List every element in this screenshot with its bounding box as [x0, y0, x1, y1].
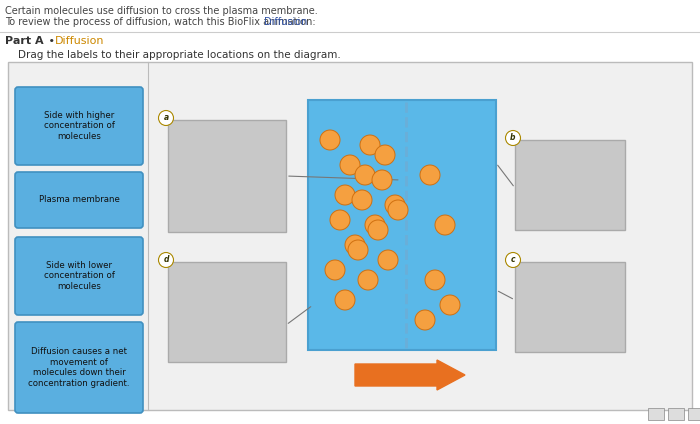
Text: b: b — [510, 134, 516, 142]
Circle shape — [345, 235, 365, 255]
Bar — [168, 262, 286, 362]
Circle shape — [340, 155, 360, 175]
Circle shape — [375, 145, 395, 165]
FancyBboxPatch shape — [15, 237, 143, 315]
Circle shape — [320, 130, 340, 150]
FancyBboxPatch shape — [15, 322, 143, 413]
Circle shape — [415, 310, 435, 330]
Text: Certain molecules use diffusion to cross the plasma membrane.: Certain molecules use diffusion to cross… — [5, 6, 318, 16]
Circle shape — [378, 250, 398, 270]
Text: c: c — [511, 256, 515, 265]
Bar — [515, 140, 625, 230]
FancyBboxPatch shape — [15, 87, 143, 165]
Circle shape — [368, 220, 388, 240]
Circle shape — [352, 190, 372, 210]
Circle shape — [435, 215, 455, 235]
FancyBboxPatch shape — [15, 172, 143, 228]
Circle shape — [335, 185, 355, 205]
Text: Diffusion: Diffusion — [55, 36, 104, 46]
Circle shape — [335, 290, 355, 310]
Circle shape — [425, 270, 445, 290]
Circle shape — [358, 270, 378, 290]
Circle shape — [385, 195, 405, 215]
Bar — [308, 100, 496, 350]
Circle shape — [360, 135, 380, 155]
Circle shape — [440, 295, 460, 315]
Circle shape — [388, 200, 408, 220]
Text: Plasma membrane: Plasma membrane — [38, 195, 120, 204]
Circle shape — [372, 170, 392, 190]
FancyArrow shape — [355, 360, 465, 390]
Bar — [648, 408, 664, 420]
Text: Diffusion: Diffusion — [264, 17, 307, 27]
Text: a: a — [163, 114, 169, 123]
Circle shape — [505, 131, 521, 145]
Text: •: • — [45, 36, 59, 46]
Circle shape — [355, 165, 375, 185]
Circle shape — [325, 260, 345, 280]
Circle shape — [158, 253, 174, 268]
Text: Side with higher
concentration of
molecules: Side with higher concentration of molecu… — [43, 111, 114, 141]
Text: Part A: Part A — [5, 36, 43, 46]
Bar — [668, 408, 684, 420]
Text: To review the process of diffusion, watch this BioFlix animation:: To review the process of diffusion, watc… — [5, 17, 318, 27]
Circle shape — [348, 240, 368, 260]
Circle shape — [158, 111, 174, 126]
Bar — [168, 120, 286, 232]
Bar — [8, 62, 692, 410]
Circle shape — [505, 253, 521, 268]
Circle shape — [365, 215, 385, 235]
Circle shape — [330, 210, 350, 230]
Circle shape — [420, 165, 440, 185]
Text: d: d — [163, 256, 169, 265]
Text: Drag the labels to their appropriate locations on the diagram.: Drag the labels to their appropriate loc… — [18, 50, 341, 60]
Text: Side with lower
concentration of
molecules: Side with lower concentration of molecul… — [43, 261, 114, 291]
Text: Diffusion causes a net
movement of
molecules down their
concentration gradient.: Diffusion causes a net movement of molec… — [28, 347, 130, 388]
Bar — [688, 408, 700, 420]
Bar — [515, 262, 625, 352]
